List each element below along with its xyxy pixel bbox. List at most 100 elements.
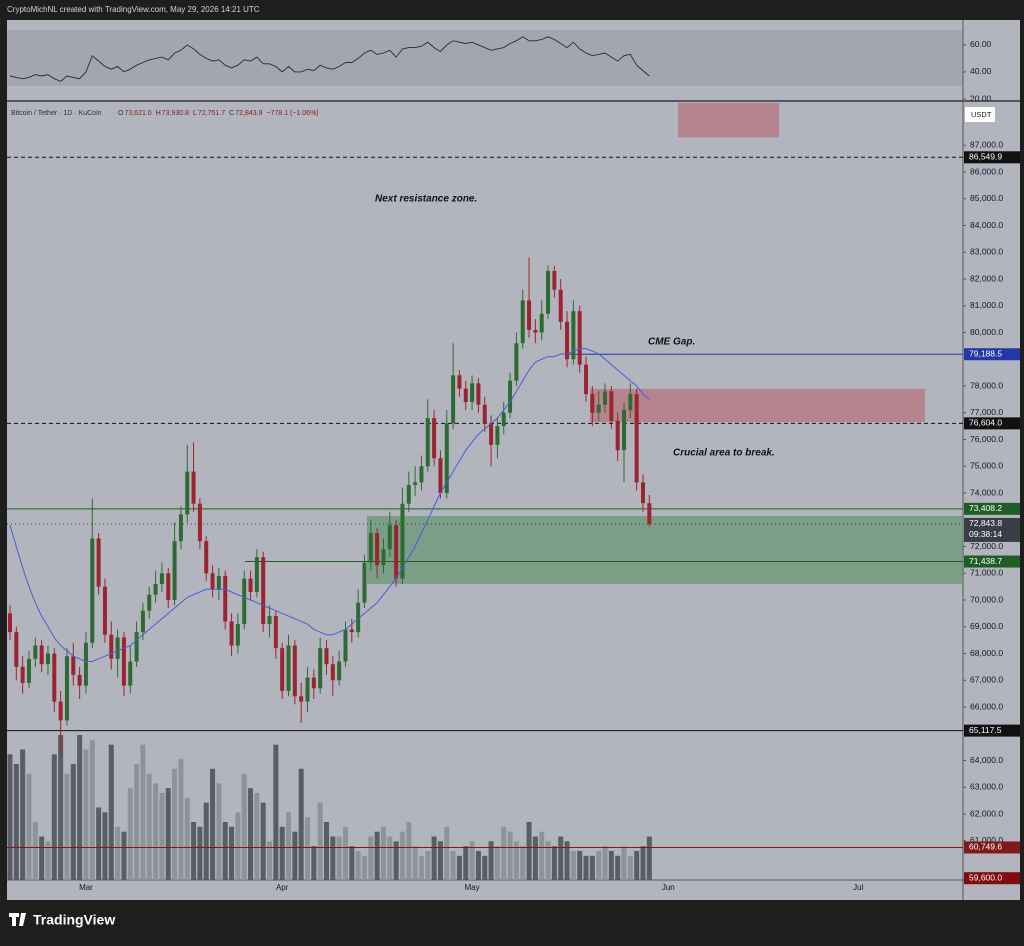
y-tick-label: 81,000.0 [970, 300, 1003, 310]
volume-bar [102, 812, 108, 880]
volume-bar [412, 846, 418, 880]
volume-bar [380, 826, 386, 880]
y-tick-label: 64,000.0 [970, 755, 1003, 765]
volume-bar [273, 744, 279, 880]
candle-body [356, 602, 361, 633]
x-tick-label: Jul [853, 883, 863, 892]
volume-bar [475, 851, 481, 880]
volume-bar [165, 788, 171, 880]
candle-body [647, 503, 652, 524]
rsi-tick-label: 60.00 [970, 39, 992, 49]
candle-body [603, 391, 608, 405]
level-label: 72,843.8 [969, 518, 1002, 528]
y-tick-label: 84,000.0 [970, 220, 1003, 230]
volume-bar [279, 826, 285, 880]
level-label: 86,549.9 [969, 152, 1002, 162]
volume-bar [355, 851, 361, 880]
volume-bar [456, 855, 462, 880]
candle-body [172, 541, 177, 601]
volume-bar [564, 841, 570, 880]
y-tick-label: 83,000.0 [970, 247, 1003, 257]
volume-bar [39, 836, 45, 880]
volume-bar [621, 846, 627, 880]
volume-bar [349, 846, 355, 880]
volume-bar [330, 836, 336, 880]
volume-bar [602, 846, 608, 880]
volume-bar [336, 836, 342, 880]
candle-body [197, 503, 202, 542]
candle-body [134, 632, 139, 662]
volume-bar [298, 768, 304, 880]
brand-name: TradingView [33, 912, 115, 928]
y-tick-label: 61,000.0 [970, 835, 1003, 845]
candle-body [438, 458, 443, 494]
volume-bar [286, 812, 292, 880]
volume-bar [342, 826, 348, 880]
volume-bar [361, 855, 367, 880]
volume-bar [399, 831, 405, 880]
currency-box [965, 107, 995, 122]
candle-body [349, 629, 354, 633]
candle-body [634, 394, 639, 483]
ohlc-key: O [118, 110, 124, 117]
volume-bar [121, 831, 127, 880]
volume-bar [589, 855, 595, 880]
y-tick-label: 68,000.0 [970, 648, 1003, 658]
rsi-tick-label: 20.00 [970, 93, 992, 103]
volume-bar [292, 831, 298, 880]
candle-body [128, 661, 133, 686]
candle-body [83, 642, 88, 686]
candle-body [362, 562, 367, 603]
volume-bar [197, 826, 203, 880]
volume-bar [20, 749, 26, 880]
y-tick-label: 63,000.0 [970, 782, 1003, 792]
candle-body [520, 300, 525, 344]
zone [367, 516, 963, 584]
candle-body [381, 549, 386, 566]
volume-bar [311, 846, 317, 880]
volume-bar [387, 836, 393, 880]
header: CryptoMichNL created with TradingView.co… [7, 5, 260, 14]
volume-bar [26, 773, 32, 880]
volume-bar [469, 841, 475, 880]
main-pane: Next resistance zone. CME Gap. Crucial are… [7, 103, 963, 880]
volume-bar [140, 744, 146, 880]
candle-body [216, 575, 221, 590]
candle-body [52, 653, 57, 702]
candle-body [324, 648, 329, 665]
volume-bar [254, 793, 260, 880]
symbol: Bitcoin / Tether · 1D · KuCoin [11, 110, 102, 117]
currency: USDT [971, 110, 992, 119]
volume-bar [64, 773, 70, 880]
candle-body [147, 594, 152, 611]
x-tick-label: May [465, 883, 480, 892]
level-label: 79,188.5 [969, 348, 1002, 358]
candle-body [387, 525, 392, 550]
annotation: Next resistance zone. [375, 194, 477, 205]
volume-bar [127, 788, 133, 880]
candle-body [191, 471, 196, 504]
y-tick-label: 72,000.0 [970, 541, 1003, 551]
volume-bar [77, 735, 83, 880]
candle-body [286, 645, 291, 691]
volume-bar [640, 846, 646, 880]
candle-body [558, 289, 563, 322]
candle-body [495, 426, 500, 445]
candle-body [178, 514, 183, 542]
candle-body [337, 661, 342, 681]
y-tick-label: 69,000.0 [970, 621, 1003, 631]
moving-average [9, 348, 650, 662]
y-tick-label: 62,000.0 [970, 808, 1003, 818]
candle-body [419, 466, 424, 483]
volume-bar [494, 846, 500, 880]
volume-bar [7, 754, 13, 880]
volume-bar [634, 851, 640, 880]
candle-body [400, 503, 405, 579]
y-tick-label: 82,000.0 [970, 273, 1003, 283]
volume-bar [488, 841, 494, 880]
candle-body [115, 637, 120, 659]
candle-body [571, 311, 576, 360]
logo [9, 913, 26, 926]
candle-body [58, 701, 63, 721]
candle-body [140, 610, 145, 633]
